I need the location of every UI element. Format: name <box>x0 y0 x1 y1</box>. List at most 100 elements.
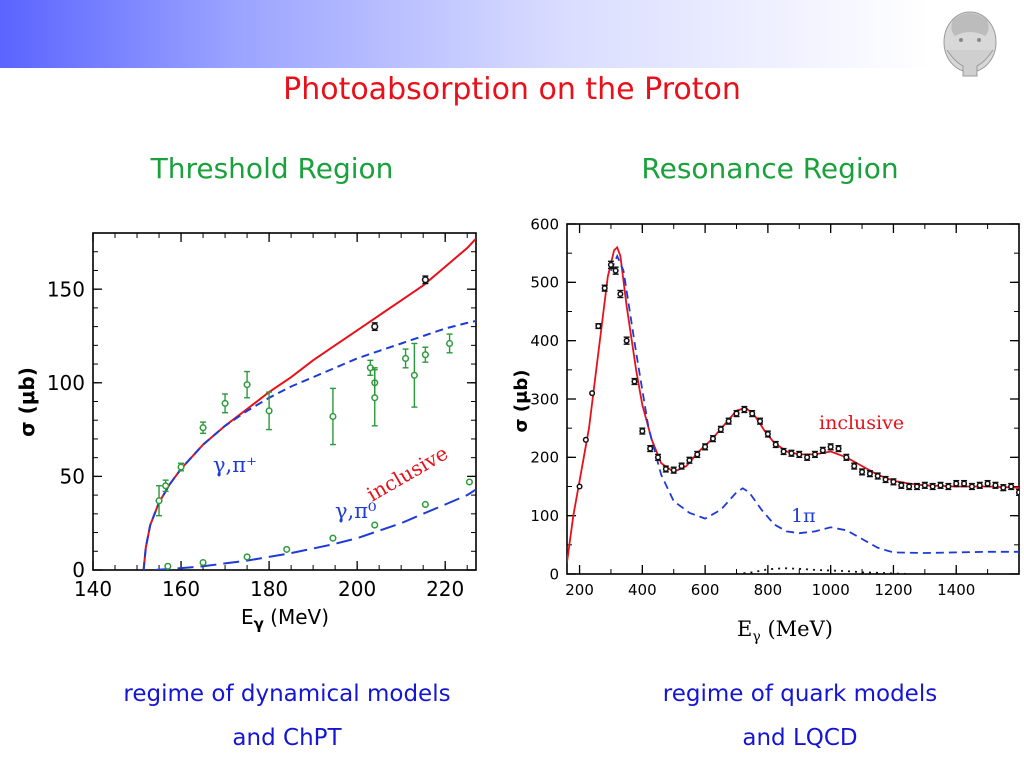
data-point <box>819 447 826 454</box>
data-point <box>678 463 685 470</box>
data-point <box>992 482 999 489</box>
data-point <box>772 441 779 448</box>
plot-area <box>567 245 1019 574</box>
data-point <box>890 478 897 485</box>
x-tick-label: 200 <box>565 581 594 599</box>
annotation-inclusive: inclusive <box>363 441 453 507</box>
x-tick-label: 220 <box>426 577 464 601</box>
data-point <box>421 500 429 509</box>
series-line <box>154 488 476 570</box>
resonance-chart: 200 400 600 800 1000 1200 1400 0 100 200 300 400 500… <box>511 215 1020 645</box>
x-tick-label: 800 <box>754 581 783 599</box>
data-point <box>780 448 787 455</box>
data-point <box>582 436 589 443</box>
data-point <box>945 483 952 490</box>
data-point <box>329 534 337 542</box>
data-point <box>827 443 834 450</box>
x-tick-label: 600 <box>691 581 720 599</box>
y-tick-label: 0 <box>72 558 85 582</box>
data-point <box>898 482 905 489</box>
data-point <box>1000 484 1007 491</box>
data-point <box>371 323 379 331</box>
data-point <box>796 451 803 458</box>
data-point <box>199 424 207 432</box>
y-tick-label: 150 <box>47 277 85 301</box>
data-point <box>623 337 630 344</box>
data-point <box>835 445 842 452</box>
x-tick-label: 200 <box>338 577 376 601</box>
annotation-inclusive: inclusive <box>819 412 904 434</box>
data-point <box>265 407 273 415</box>
x-tick-label: 160 <box>162 577 200 601</box>
data-point <box>804 454 811 461</box>
data-point <box>851 463 858 470</box>
left-footer-line-2: and ChPT <box>232 725 342 751</box>
x-tick-label: 400 <box>628 581 657 599</box>
data-point <box>686 457 693 464</box>
data-point <box>446 339 454 348</box>
data-point <box>199 558 207 567</box>
annotation-pi-plus: γ,π⁺ <box>213 453 257 477</box>
right-footer: regime of quark models and LQCD <box>570 672 1024 760</box>
data-point <box>402 354 410 362</box>
annotation-pi-zero: γ,π⁰ <box>335 499 376 523</box>
x-axis-label: Eγ (MeV) <box>737 617 833 645</box>
data-point <box>756 418 764 425</box>
x-tick-label: 140 <box>74 577 112 601</box>
y-axis-label: σ (μb) <box>15 367 39 437</box>
data-point <box>221 399 229 407</box>
data-point <box>694 451 701 458</box>
y-tick-label: 100 <box>530 507 559 525</box>
data-point <box>1015 489 1019 496</box>
data-point <box>717 426 724 433</box>
data-point <box>465 478 473 486</box>
plot-area <box>142 237 476 570</box>
data-point <box>913 483 921 490</box>
series-line <box>610 253 1019 554</box>
data-point <box>1008 483 1015 490</box>
series-line <box>736 567 910 574</box>
data-point <box>612 267 619 274</box>
data-point <box>929 483 936 490</box>
data-point <box>410 371 418 379</box>
data-point <box>617 290 624 298</box>
y-tick-label: 200 <box>530 449 559 467</box>
data-point <box>421 276 429 284</box>
data-point <box>162 482 170 490</box>
data-point <box>733 410 740 417</box>
y-tick-label: 300 <box>530 390 559 408</box>
data-point <box>953 480 960 487</box>
data-point <box>421 351 429 359</box>
data-point <box>749 410 756 417</box>
data-point <box>243 381 251 389</box>
data-point <box>859 468 866 475</box>
data-point <box>670 467 677 474</box>
y-tick-label: 100 <box>47 371 85 395</box>
data-point <box>371 521 379 529</box>
x-tick-label: 1000 <box>812 581 850 599</box>
series-line <box>142 237 476 570</box>
data-point <box>709 435 717 442</box>
data-point <box>283 545 291 553</box>
data-point <box>937 482 944 489</box>
left-chart-heading: Threshold Region <box>150 152 394 185</box>
right-footer-line-2: and LQCD <box>742 725 858 751</box>
data-point <box>164 562 172 570</box>
data-point <box>371 394 379 402</box>
janus-head-icon <box>943 11 997 77</box>
data-point <box>155 497 163 505</box>
data-point <box>788 450 795 457</box>
data-point <box>329 412 337 421</box>
x-tick-label: 1200 <box>874 581 912 599</box>
annotation-one-pi: 1π <box>791 505 816 527</box>
data-point <box>921 482 928 489</box>
data-point <box>968 483 975 490</box>
data-point <box>906 483 913 490</box>
y-tick-label: 0 <box>549 565 559 583</box>
threshold-chart: 140 160 180 200 220 0 50 100 150 σ (μb) Eγ (MeV) in… <box>15 232 477 633</box>
data-point <box>882 476 889 483</box>
y-axis-label: σ (μb) <box>511 370 532 433</box>
data-point <box>984 480 991 487</box>
data-point <box>764 430 771 438</box>
data-point <box>589 390 596 397</box>
